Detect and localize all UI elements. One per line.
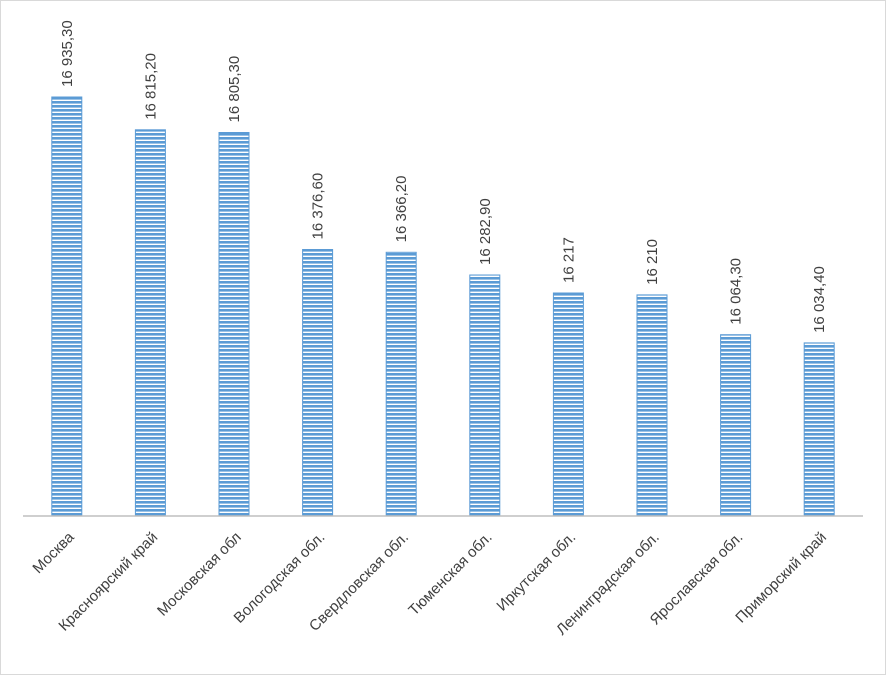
category-label-9: Ярославская обл. bbox=[647, 529, 747, 629]
category-label-6: Тюменская обл. bbox=[405, 529, 495, 619]
data-labels-layer: 16 935,30 16 815,20 16 805,30 16 376,60 16 3… bbox=[59, 20, 828, 333]
bar-10 bbox=[803, 342, 835, 517]
data-label-3: 16 805,30 bbox=[226, 56, 243, 123]
data-label-4: 16 376,60 bbox=[310, 173, 327, 240]
category-label-3: Московская обл bbox=[154, 529, 245, 620]
data-label-9: 16 064,30 bbox=[728, 258, 745, 325]
bar-5 bbox=[385, 251, 417, 517]
category-label-7: Иркутская обл. bbox=[493, 529, 579, 615]
bar-6 bbox=[469, 274, 501, 517]
category-label-4: Вологодская обл. bbox=[231, 529, 329, 627]
bar-7 bbox=[552, 292, 584, 517]
data-label-5: 16 366,20 bbox=[393, 176, 410, 243]
category-label-10: Приморский край bbox=[732, 529, 830, 627]
data-label-1: 16 935,30 bbox=[59, 20, 76, 87]
data-label-2: 16 815,20 bbox=[142, 53, 159, 120]
data-label-8: 16 210 bbox=[644, 239, 661, 285]
data-label-10: 16 034,40 bbox=[811, 266, 828, 333]
bar-9 bbox=[720, 334, 752, 517]
bar-3 bbox=[218, 132, 250, 517]
bar-2 bbox=[134, 129, 166, 517]
data-label-6: 16 282,90 bbox=[477, 198, 494, 265]
data-label-7: 16 217 bbox=[560, 237, 577, 283]
bar-4 bbox=[302, 249, 334, 517]
category-label-1: Москва bbox=[29, 528, 78, 577]
bar-1 bbox=[51, 96, 83, 517]
bars-layer bbox=[51, 96, 835, 517]
bar-8 bbox=[636, 294, 668, 517]
